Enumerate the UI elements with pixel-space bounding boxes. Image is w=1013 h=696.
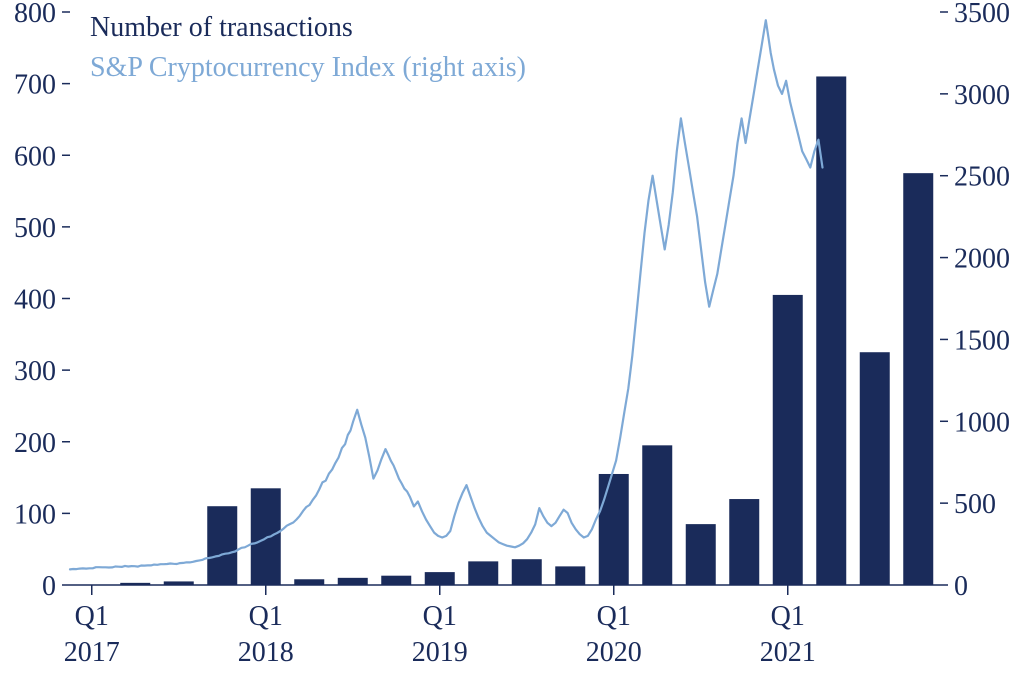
bar	[729, 499, 759, 585]
y-right-tick-label: 3000	[954, 80, 1010, 111]
y-left-tick-label: 400	[14, 285, 56, 316]
x-tick-label-bottom: 2017	[64, 637, 120, 668]
x-tick-label-top: Q1	[75, 601, 109, 632]
x-tick-label-bottom: 2020	[586, 637, 642, 668]
x-tick-label-top: Q1	[597, 601, 631, 632]
bar	[599, 474, 629, 585]
bar	[338, 578, 368, 585]
bar	[642, 445, 672, 585]
y-left-tick-label: 600	[14, 141, 56, 172]
x-tick-label-bottom: 2019	[412, 637, 468, 668]
y-left-tick-label: 100	[14, 499, 56, 530]
y-left-tick-label: 500	[14, 213, 56, 244]
x-tick-label-top: Q1	[771, 601, 805, 632]
x-tick-label-top: Q1	[423, 601, 457, 632]
y-right-tick-label: 3500	[954, 0, 1010, 29]
y-right-tick-label: 1000	[954, 407, 1010, 438]
bar	[512, 559, 542, 585]
bar	[903, 173, 933, 585]
x-tick-label-top: Q1	[249, 601, 283, 632]
bar	[860, 352, 890, 585]
bar	[251, 488, 281, 585]
bar	[425, 572, 455, 585]
bar	[773, 295, 803, 585]
bar	[468, 561, 498, 585]
chart-container: 0 100 200 300 400 500 600 700 800 0 500 1000 1500 200…	[0, 0, 1013, 696]
y-left-tick-label: 200	[14, 428, 56, 459]
y-left-tick-label: 800	[14, 0, 56, 29]
y-left-tick-label: 700	[14, 70, 56, 101]
bar	[686, 524, 716, 585]
y-left-tick-label: 0	[42, 571, 56, 602]
x-tick-label-bottom: 2021	[760, 637, 816, 668]
bar	[294, 579, 324, 585]
y-right-tick-label: 2500	[954, 162, 1010, 193]
dual-axis-chart: 0 100 200 300 400 500 600 700 800 0 500 1000 1500 200…	[0, 0, 1013, 696]
y-left-tick-label: 300	[14, 356, 56, 387]
y-right-tick-label: 0	[954, 571, 968, 602]
y-right-tick-label: 1500	[954, 325, 1010, 356]
bar	[381, 576, 411, 585]
legend-item-label: Number of transactions	[90, 12, 353, 43]
x-tick-label-bottom: 2018	[238, 637, 294, 668]
bar	[555, 566, 585, 585]
legend-item-label: S&P Cryptocurrency Index (right axis)	[90, 52, 526, 83]
y-right-tick-label: 2000	[954, 244, 1010, 275]
y-right-tick-label: 500	[954, 489, 996, 520]
bar	[207, 506, 237, 585]
